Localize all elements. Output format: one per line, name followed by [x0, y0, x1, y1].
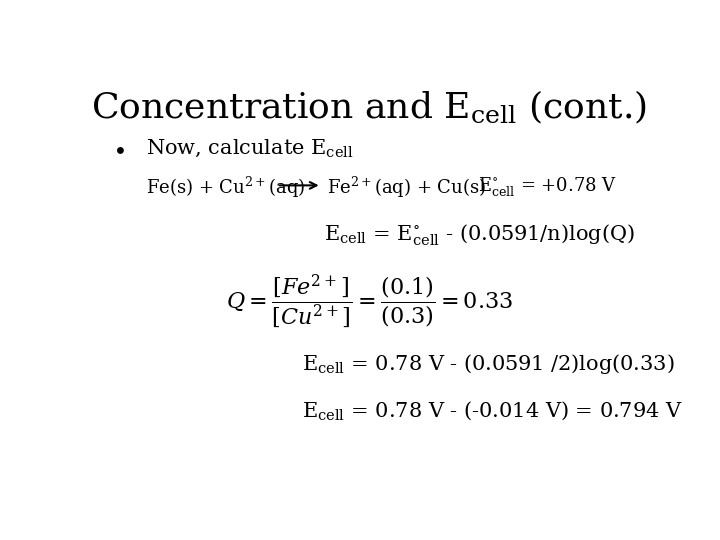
Text: E$_{\mathregular{cell}}$ = 0.78 V - (-0.014 V) = 0.794 V: E$_{\mathregular{cell}}$ = 0.78 V - (-0.…	[302, 400, 683, 422]
Text: $\bullet$: $\bullet$	[112, 138, 125, 160]
Text: Fe$^{\mathregular{2+}}$(aq) + Cu(s): Fe$^{\mathregular{2+}}$(aq) + Cu(s)	[327, 175, 487, 200]
Text: Concentration and E$_{\mathregular{cell}}$ (cont.): Concentration and E$_{\mathregular{cell}…	[91, 87, 647, 125]
Text: E$^{\circ}_{\mathregular{cell}}$ = +0.78 V: E$^{\circ}_{\mathregular{cell}}$ = +0.78…	[478, 175, 617, 198]
Text: $Q = \dfrac{\left[Fe^{2+}\right]}{\left[Cu^{2+}\right]} = \dfrac{(0.1)}{(0.3)} =: $Q = \dfrac{\left[Fe^{2+}\right]}{\left[…	[225, 273, 513, 330]
Text: Now, calculate E$_{\mathregular{cell}}$: Now, calculate E$_{\mathregular{cell}}$	[145, 138, 354, 159]
Text: E$_{\mathregular{cell}}$ = 0.78 V - (0.0591 /2)log(0.33): E$_{\mathregular{cell}}$ = 0.78 V - (0.0…	[302, 352, 675, 376]
Text: E$_{\mathregular{cell}}$ = E$^{\circ}_{\mathregular{cell}}$ - (0.0591/n)log(Q): E$_{\mathregular{cell}}$ = E$^{\circ}_{\…	[324, 223, 635, 248]
Text: Fe(s) + Cu$^{\mathregular{2+}}$(aq): Fe(s) + Cu$^{\mathregular{2+}}$(aq)	[145, 175, 305, 200]
